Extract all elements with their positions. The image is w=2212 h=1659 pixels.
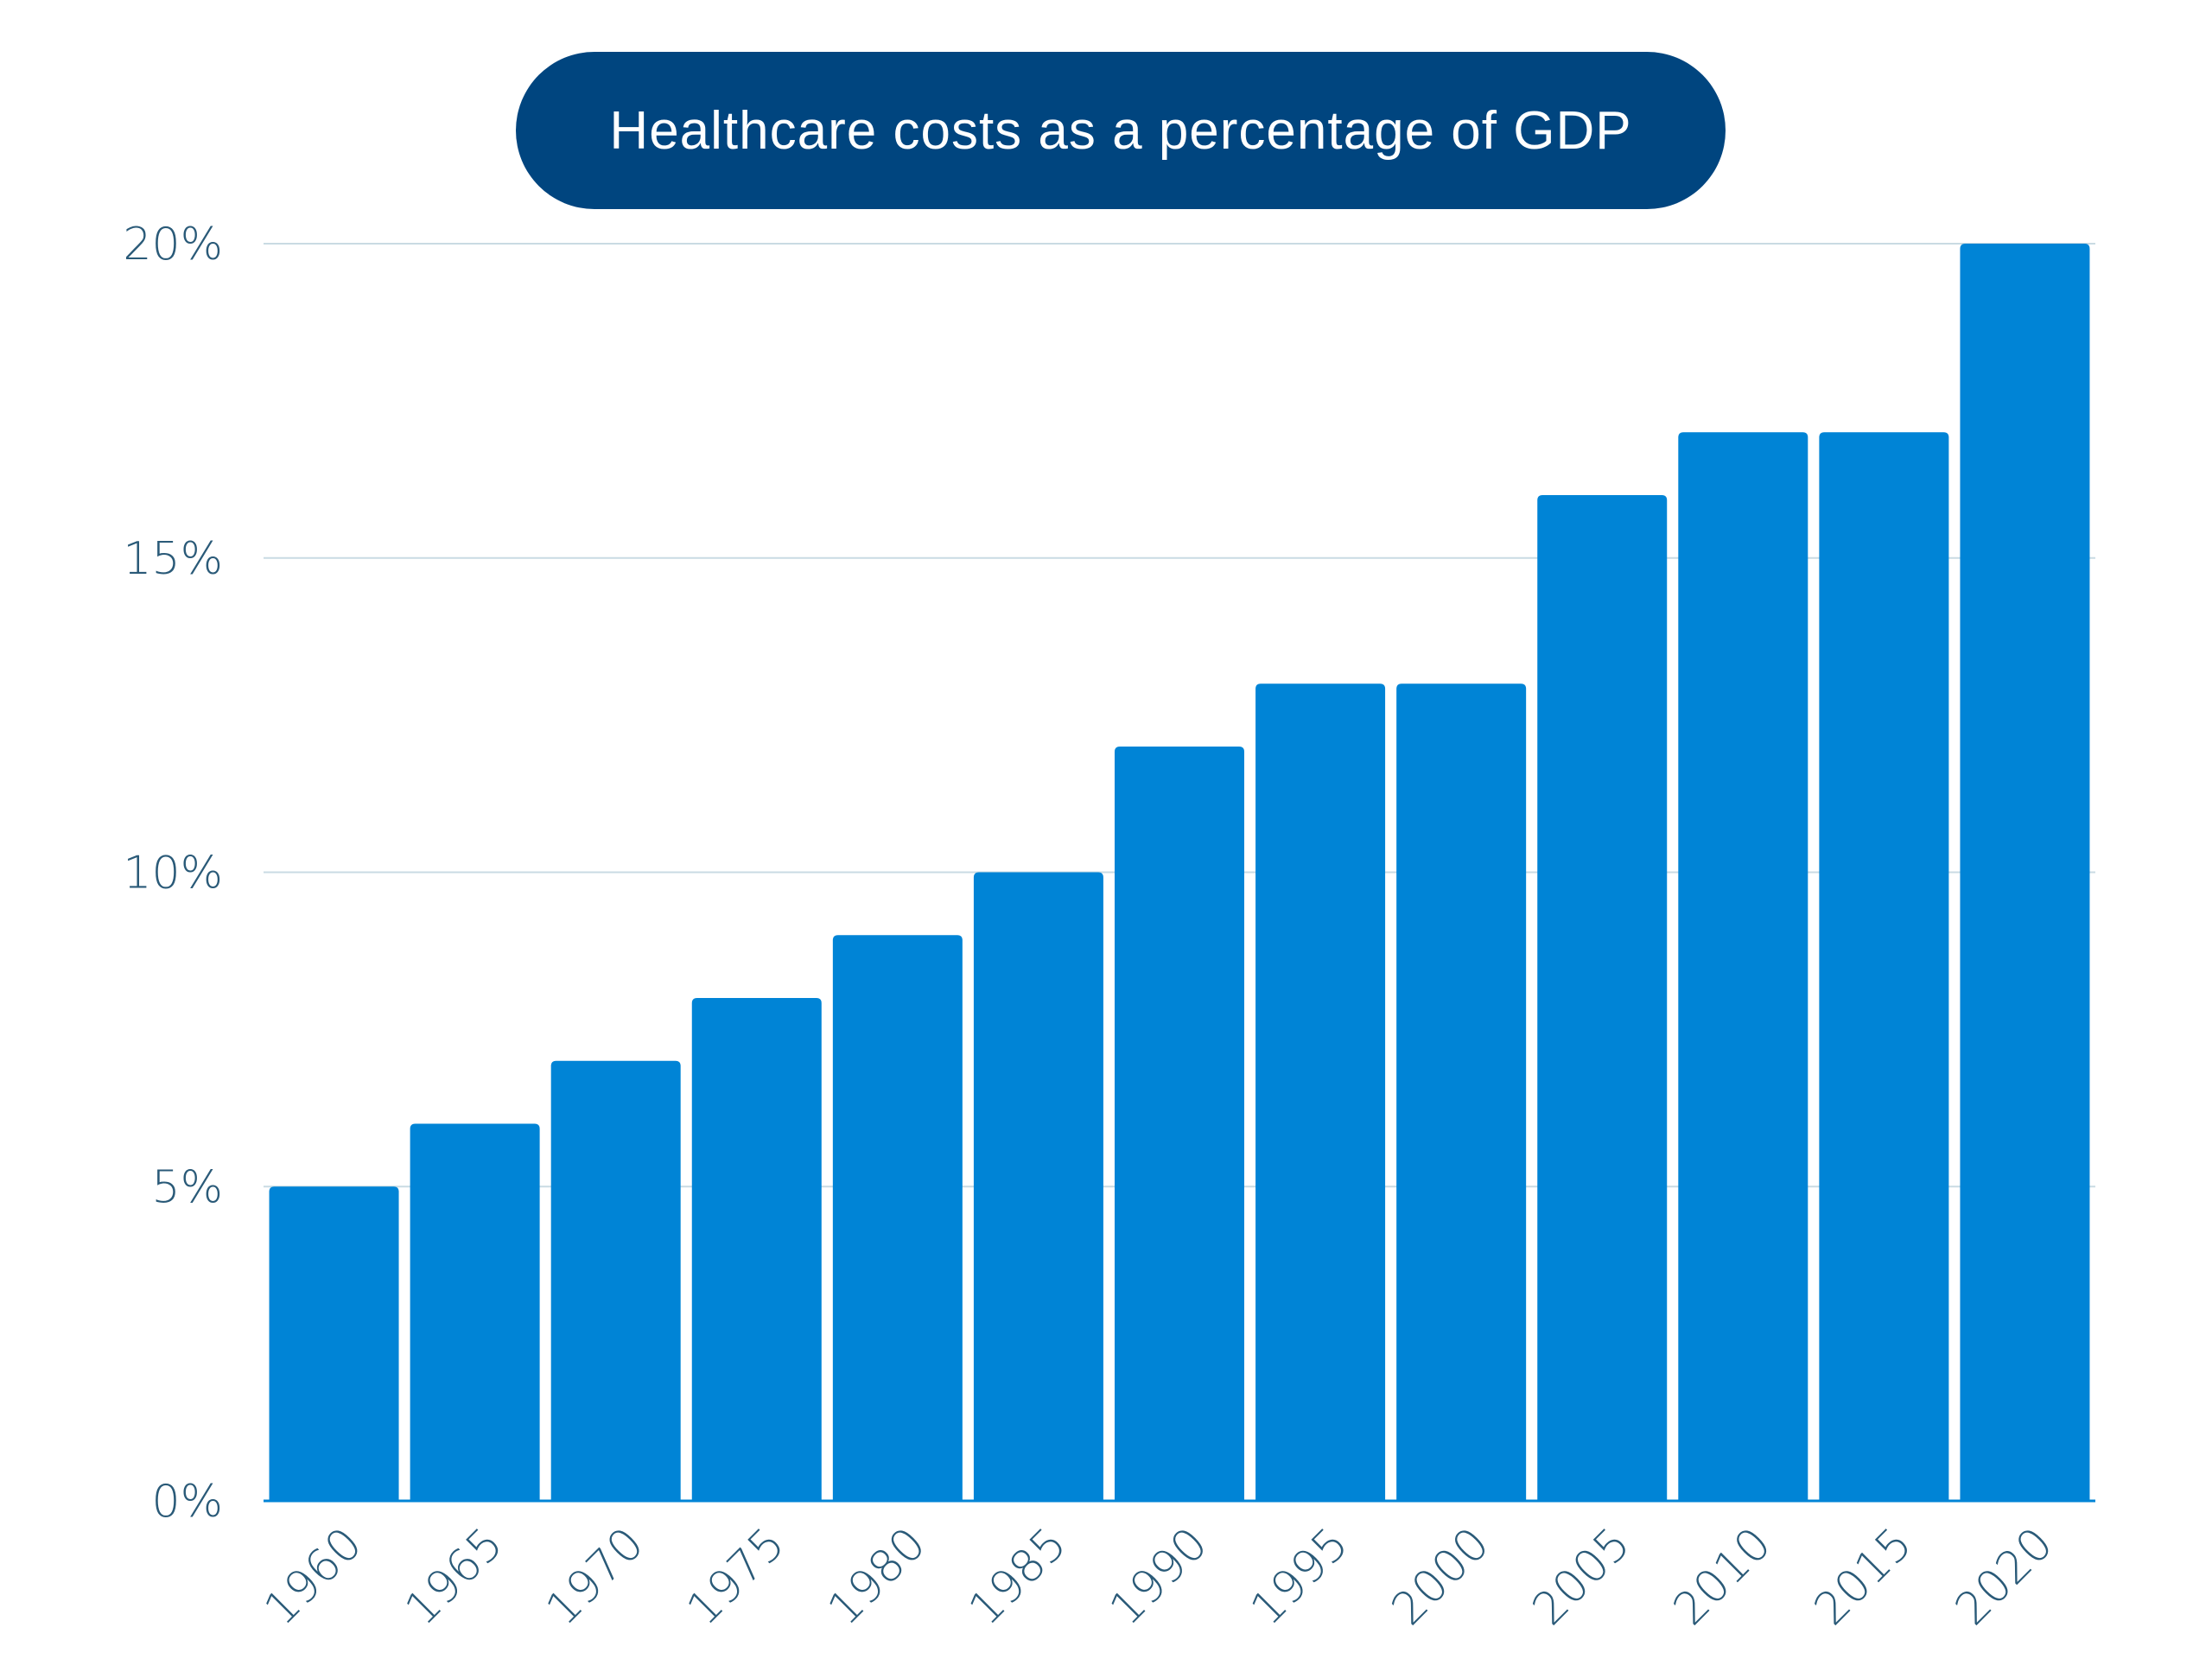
bar-2015 xyxy=(1819,432,1949,1501)
bar-2005 xyxy=(1537,495,1668,1501)
y-tick-label: 20% xyxy=(123,219,223,270)
bar-2020 xyxy=(1960,244,2090,1501)
bars xyxy=(264,244,2095,1503)
y-tick-label: 0% xyxy=(152,1476,224,1528)
x-tick-label: 1985 xyxy=(959,1518,1077,1636)
y-tick-label: 5% xyxy=(152,1161,224,1213)
chart-title: Healthcare costs as a percentage of GDP xyxy=(609,100,1632,161)
y-tick-label: 15% xyxy=(123,533,223,585)
x-tick-label: 1970 xyxy=(537,1518,654,1636)
bar-1990 xyxy=(1115,747,1244,1501)
x-tick-label: 1965 xyxy=(396,1518,513,1636)
bar-2010 xyxy=(1678,432,1808,1501)
x-axis-ticks: 1960 1965 1970 1975 1980 1985 1990 1995 2000 2005… xyxy=(255,1518,2063,1636)
chart-title-banner: Healthcare costs as a percentage of GDP xyxy=(516,52,1726,209)
bar-1995 xyxy=(1255,683,1386,1501)
x-tick-label: 1995 xyxy=(1241,1518,1358,1636)
x-tick-label: 2000 xyxy=(1382,1518,1499,1636)
x-tick-label: 1975 xyxy=(677,1518,795,1636)
x-tick-label: 2005 xyxy=(1522,1518,1640,1636)
x-tick-label: 1990 xyxy=(1100,1518,1217,1636)
x-tick-label: 1960 xyxy=(255,1518,372,1636)
bar-1985 xyxy=(973,872,1103,1501)
x-tick-label: 2015 xyxy=(1805,1518,1923,1636)
bar-1975 xyxy=(691,998,822,1501)
y-axis-ticks: 0% 5% 10% 15% 20% xyxy=(123,219,223,1528)
x-tick-label: 1980 xyxy=(818,1518,936,1636)
x-tick-label: 2010 xyxy=(1663,1518,1781,1636)
bar-1970 xyxy=(550,1060,681,1501)
bar-1980 xyxy=(832,935,963,1501)
y-tick-label: 10% xyxy=(123,848,223,899)
bar-1960 xyxy=(269,1186,399,1501)
x-tick-label: 2020 xyxy=(1946,1518,2063,1636)
bar-2000 xyxy=(1396,683,1527,1501)
bar-1965 xyxy=(410,1123,540,1501)
